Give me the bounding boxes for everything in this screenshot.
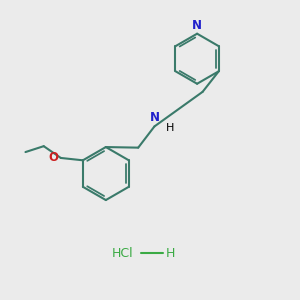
Text: HCl: HCl	[112, 247, 134, 260]
Text: N: N	[192, 19, 202, 32]
Text: N: N	[149, 111, 159, 124]
Text: H: H	[166, 123, 174, 133]
Text: H: H	[166, 247, 176, 260]
Text: O: O	[48, 152, 59, 164]
